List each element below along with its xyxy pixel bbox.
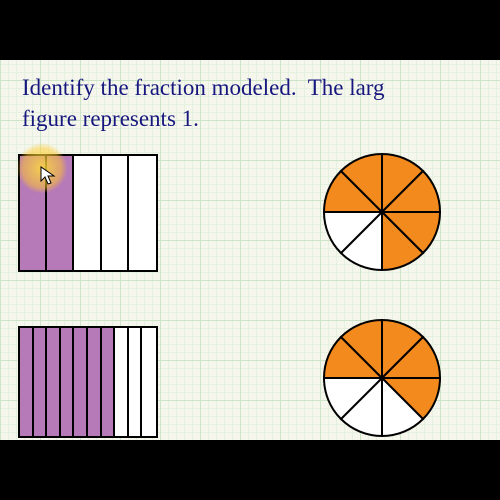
rect-part (34, 328, 48, 436)
letterbox-bottom (0, 440, 500, 500)
fraction-rect-top (18, 154, 158, 272)
rect-part (74, 156, 101, 270)
rect-part (47, 156, 74, 270)
rect-part (61, 328, 75, 436)
rect-part (20, 328, 34, 436)
slide-content: Identify the fraction modeled. The larg … (0, 60, 500, 440)
rect-part (129, 328, 143, 436)
rect-part (102, 156, 129, 270)
letterbox-top (0, 0, 500, 60)
rect-part (20, 156, 47, 270)
rect-part (102, 328, 116, 436)
rect-part (47, 328, 61, 436)
rect-part (142, 328, 156, 436)
fraction-rect-bottom (18, 326, 158, 438)
prompt-line2: figure represents 1. (22, 106, 199, 131)
fraction-pie-bottom (320, 316, 444, 440)
fraction-pie-top (320, 150, 444, 274)
rect-part (88, 328, 102, 436)
rect-part (115, 328, 129, 436)
prompt-text: Identify the fraction modeled. The larg … (22, 72, 500, 134)
rect-part (129, 156, 156, 270)
rect-part (74, 328, 88, 436)
prompt-line1: Identify the fraction modeled. The larg (22, 75, 385, 100)
